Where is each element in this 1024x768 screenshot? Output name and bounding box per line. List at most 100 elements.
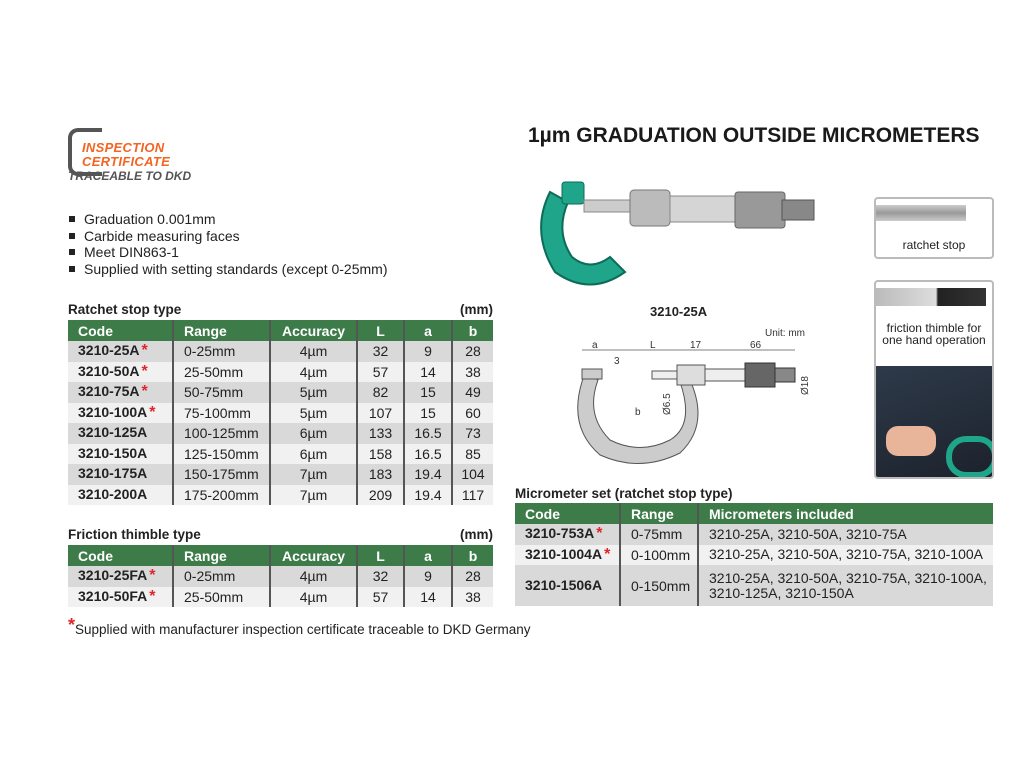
- micrometer-photo: [540, 181, 815, 286]
- L-cell: 32: [356, 341, 404, 362]
- code-cell: 3210-25A *: [68, 341, 173, 362]
- product-label: 3210-25A: [650, 304, 708, 319]
- column-header: a: [403, 320, 452, 341]
- range-cell: 75-100mm: [172, 402, 270, 423]
- b-cell: 117: [451, 484, 493, 505]
- code-cell: 3210-50FA *: [68, 586, 173, 607]
- range-cell: 0-150mm: [619, 565, 698, 606]
- table-row: 3210-50A * 25-50mm 4µm 57 14 38: [68, 361, 493, 382]
- range-cell: 0-25mm: [172, 341, 270, 362]
- certificate-star: *: [141, 342, 148, 360]
- column-header: b: [451, 320, 493, 341]
- a-cell: 14: [403, 361, 452, 382]
- code-cell: 3210-175A: [68, 464, 173, 485]
- friction-thimble-inset: friction thimble for one hand operation: [874, 280, 994, 479]
- inc-cell: 3210-25A, 3210-50A, 3210-75A, 3210-100A,…: [697, 565, 993, 606]
- inc-cell: 3210-25A, 3210-50A, 3210-75A: [697, 524, 993, 545]
- acc-cell: 6µm: [269, 423, 357, 444]
- L-cell: 158: [356, 443, 404, 464]
- svg-text:b: b: [635, 407, 641, 418]
- b-cell: 28: [451, 566, 493, 587]
- code-cell: 3210-75A *: [68, 382, 173, 403]
- range-cell: 150-175mm: [172, 464, 270, 485]
- svg-text:a: a: [592, 340, 598, 351]
- ratchet-table-title: Ratchet stop type: [68, 302, 182, 317]
- acc-cell: 4µm: [269, 586, 357, 607]
- column-header: Accuracy: [269, 545, 357, 566]
- L-cell: 133: [356, 423, 404, 444]
- ratchet-stop-inset: ratchet stop: [874, 197, 994, 259]
- acc-cell: 6µm: [269, 443, 357, 464]
- range-cell: 25-50mm: [172, 586, 270, 607]
- L-cell: 82: [356, 382, 404, 403]
- svg-text:17: 17: [690, 340, 702, 351]
- friction-thimble-caption: friction thimble for one hand operation: [882, 321, 986, 347]
- ratchet-stop-caption: ratchet stop: [902, 238, 966, 252]
- b-cell: 85: [451, 443, 493, 464]
- column-header: Code: [68, 320, 173, 341]
- column-header: Code: [68, 545, 173, 566]
- acc-cell: 4µm: [269, 361, 357, 382]
- table-row: 3210-1506A 0-150mm 3210-25A, 3210-50A, 321…: [515, 565, 993, 606]
- L-cell: 209: [356, 484, 404, 505]
- svg-text:Ø6.5: Ø6.5: [662, 393, 673, 415]
- table-row: 3210-150A 125-150mm 6µm 158 16.5 85: [68, 443, 493, 464]
- table-header-row: Code Range Micrometers included: [515, 503, 993, 524]
- a-cell: 15: [403, 382, 452, 403]
- code-cell: 3210-25FA *: [68, 566, 173, 587]
- acc-cell: 5µm: [269, 382, 357, 403]
- page-title: 1µm GRADUATION OUTSIDE MICROMETERS: [528, 124, 980, 147]
- range-cell: 25-50mm: [172, 361, 270, 382]
- b-cell: 38: [451, 586, 493, 607]
- table-row: 3210-200A 175-200mm 7µm 209 19.4 117: [68, 484, 493, 505]
- b-cell: 73: [451, 423, 493, 444]
- a-cell: 16.5: [403, 423, 452, 444]
- column-header: Code: [515, 503, 620, 524]
- column-header: L: [356, 320, 404, 341]
- unit-label: Unit: mm: [765, 328, 805, 339]
- table-row: 3210-125A 100-125mm 6µm 133 16.5 73: [68, 423, 493, 444]
- acc-cell: 4µm: [269, 566, 357, 587]
- svg-text:Ø18: Ø18: [800, 376, 811, 395]
- column-header: a: [403, 545, 452, 566]
- table-row: 3210-753A * 0-75mm 3210-25A, 3210-50A, 3210…: [515, 524, 993, 545]
- table-row: 3210-100A * 75-100mm 5µm 107 15 60: [68, 402, 493, 423]
- column-header: Accuracy: [269, 320, 357, 341]
- code-cell: 3210-200A: [68, 484, 173, 505]
- feature-item: Carbide measuring faces: [66, 228, 387, 245]
- acc-cell: 5µm: [269, 402, 357, 423]
- a-cell: 19.4: [403, 464, 452, 485]
- footnote: *Supplied with manufacturer inspection c…: [68, 615, 531, 637]
- table-row: 3210-25FA * 0-25mm 4µm 32 9 28: [68, 566, 493, 587]
- b-cell: 49: [451, 382, 493, 403]
- range-cell: 175-200mm: [172, 484, 270, 505]
- column-header: Range: [619, 503, 698, 524]
- code-cell: 3210-50A *: [68, 361, 173, 382]
- column-header: Range: [172, 320, 270, 341]
- a-cell: 15: [403, 402, 452, 423]
- a-cell: 19.4: [403, 484, 452, 505]
- certificate-star: *: [141, 362, 148, 380]
- code-cell: 3210-100A *: [68, 402, 173, 423]
- L-cell: 183: [356, 464, 404, 485]
- ratchet-unit: (mm): [460, 302, 493, 317]
- code-cell: 3210-150A: [68, 443, 173, 464]
- column-header: b: [451, 545, 493, 566]
- range-cell: 125-150mm: [172, 443, 270, 464]
- a-cell: 9: [403, 341, 452, 362]
- feature-item: Supplied with setting standards (except …: [66, 261, 387, 278]
- b-cell: 104: [451, 464, 493, 485]
- acc-cell: 7µm: [269, 484, 357, 505]
- range-cell: 50-75mm: [172, 382, 270, 403]
- acc-cell: 4µm: [269, 341, 357, 362]
- hand-operation-photo: [876, 366, 992, 477]
- L-cell: 107: [356, 402, 404, 423]
- table-row: 3210-50FA * 25-50mm 4µm 57 14 38: [68, 586, 493, 607]
- L-cell: 32: [356, 566, 404, 587]
- table-row: 3210-75A * 50-75mm 5µm 82 15 49: [68, 382, 493, 403]
- code-cell: 3210-1506A: [515, 565, 620, 606]
